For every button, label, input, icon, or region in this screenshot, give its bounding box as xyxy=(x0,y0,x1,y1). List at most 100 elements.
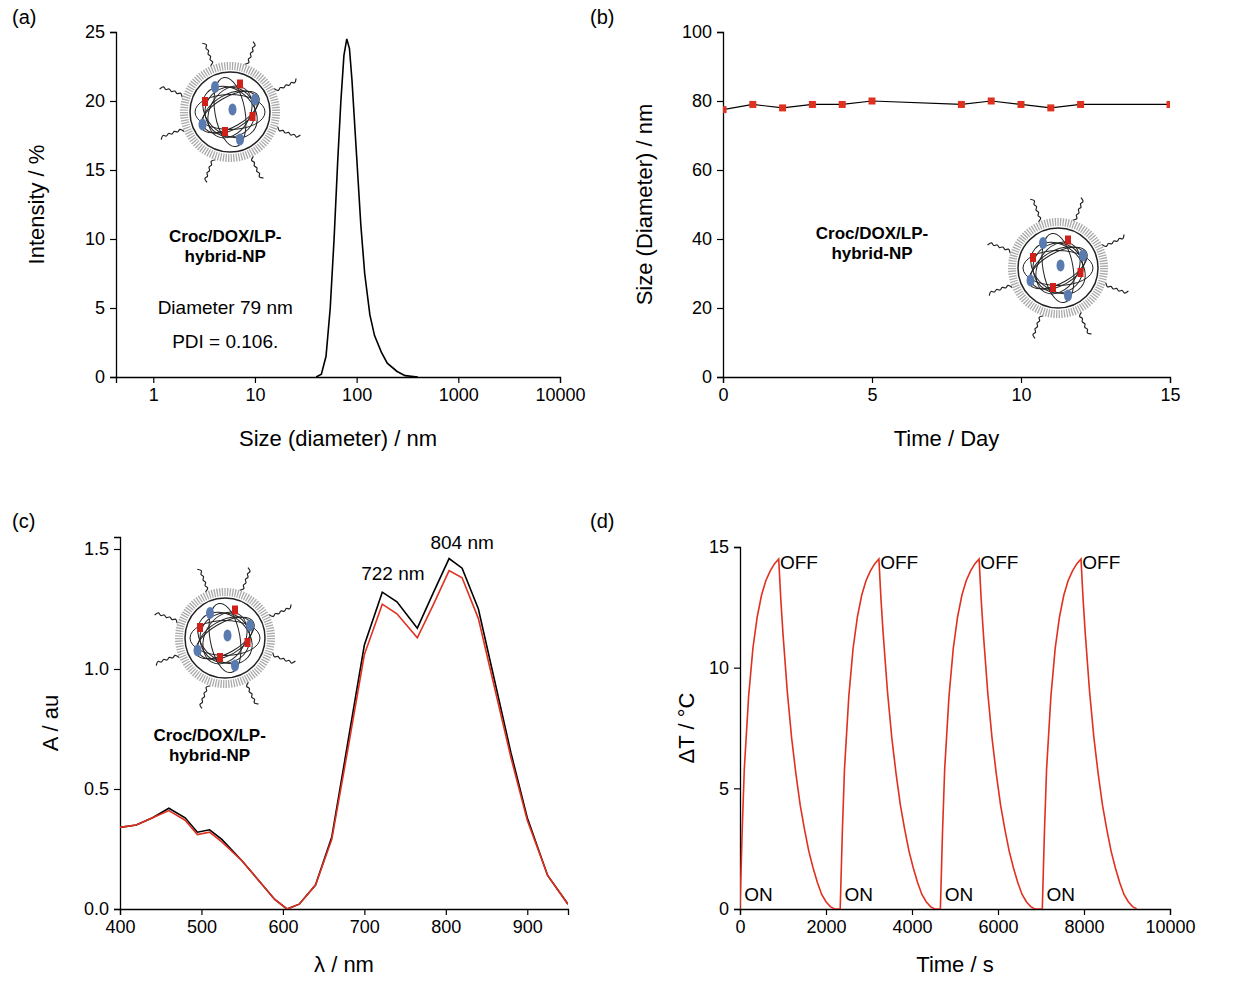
figure: 1101001000100000510152025Croc/DOX/LP-hyb… xyxy=(0,0,1233,985)
panel-letter: (c) xyxy=(12,510,35,532)
annotation: OFF xyxy=(780,552,818,573)
data-point xyxy=(869,98,876,105)
icon-tail xyxy=(1073,198,1083,221)
x-tick: 700 xyxy=(350,909,380,937)
y-tick-mark xyxy=(734,788,740,789)
x-tick-mark xyxy=(446,909,447,915)
annotation: ON xyxy=(844,884,873,905)
annotation: ON xyxy=(1047,884,1076,905)
icon-tail xyxy=(160,87,183,97)
x-tick-label: 10 xyxy=(1011,385,1031,405)
x-tick-mark xyxy=(1170,909,1171,915)
y-tick-mark xyxy=(717,308,723,309)
x-tick-label: 700 xyxy=(350,917,380,937)
icon-dye xyxy=(1030,253,1036,262)
x-tick: 0 xyxy=(718,377,728,405)
icon-tail xyxy=(245,42,255,65)
plot-marks xyxy=(740,559,1137,909)
x-tick-mark xyxy=(527,909,528,915)
y-tick-mark xyxy=(717,377,723,378)
data-point xyxy=(1167,101,1171,108)
icon-chain xyxy=(204,601,246,675)
y-axis-title: Size (Diameter) / nm xyxy=(632,104,657,306)
y-tick: 1.5 xyxy=(84,539,120,559)
y-tick-label: 0.5 xyxy=(84,779,109,799)
annotation: OFF xyxy=(880,552,918,573)
y-tick-mark xyxy=(734,909,740,910)
y-tick-label: 25 xyxy=(85,22,105,42)
x-axis-line xyxy=(117,378,561,384)
icon-core xyxy=(185,598,265,678)
y-tick: 0.0 xyxy=(84,899,120,919)
icon-tail xyxy=(161,129,184,139)
icon-drug xyxy=(194,645,202,657)
y-tick: 10 xyxy=(709,658,740,678)
data-point xyxy=(1077,101,1084,108)
icon-tail xyxy=(247,682,259,704)
y-tick-mark xyxy=(734,547,740,548)
annotation: Croc/DOX/LP-hybrid-NP xyxy=(816,224,928,263)
nanoparticle-icon xyxy=(160,42,301,183)
y-tick-mark xyxy=(110,101,116,102)
panel: 0200040006000800010000051015ONONONONOFFO… xyxy=(590,510,1196,977)
x-tick: 2000 xyxy=(806,909,846,937)
icon-drug xyxy=(246,620,254,632)
icon-chain xyxy=(1022,239,1093,297)
x-tick-mark xyxy=(826,909,827,915)
annotation: Croc/DOX/LP-hybrid-NP xyxy=(153,726,265,765)
icon-tail xyxy=(989,285,1012,295)
x-tick: 10000 xyxy=(1145,909,1195,937)
x-axis-title: Size (diameter) / nm xyxy=(239,426,437,451)
y-tick-mark xyxy=(717,170,723,171)
x-tick: 900 xyxy=(513,909,543,937)
y-tick: 100 xyxy=(682,22,723,42)
icon-chain xyxy=(1026,236,1090,300)
y-tick-label: 80 xyxy=(692,91,712,111)
y-tick-label: 15 xyxy=(85,160,105,180)
x-tick: 800 xyxy=(431,909,461,937)
panel: 051015020406080100Croc/DOX/LP-hybrid-NPT… xyxy=(590,6,1181,451)
x-tick-label: 10000 xyxy=(535,385,585,405)
icon-chain xyxy=(199,78,261,146)
plot-marks xyxy=(316,39,418,377)
y-tick: 40 xyxy=(692,229,723,249)
y-tick-mark xyxy=(114,909,120,910)
y-tick-mark xyxy=(110,32,116,33)
icon-dye xyxy=(1065,236,1071,245)
y-axis-title: A / au xyxy=(38,695,63,751)
icon-chain xyxy=(198,80,262,144)
x-tick-mark xyxy=(364,909,365,915)
annotation: Croc/DOX/LP-hybrid-NP xyxy=(169,227,281,266)
x-tick: 500 xyxy=(187,909,217,937)
x-tick: 100 xyxy=(342,377,372,405)
icon-tail xyxy=(278,127,301,137)
x-tick: 10 xyxy=(245,377,265,405)
y-tick-mark xyxy=(110,308,116,309)
y-tick-label: 15 xyxy=(709,537,729,557)
icon-chain xyxy=(194,83,265,141)
panel-letter: (b) xyxy=(590,6,614,28)
x-tick-mark xyxy=(872,377,873,383)
x-tick: 10000 xyxy=(535,377,585,405)
y-tick: 1.0 xyxy=(84,659,120,679)
icon-chain xyxy=(1023,238,1092,298)
x-tick-label: 1000 xyxy=(439,385,479,405)
icon-dye xyxy=(1078,268,1084,277)
x-tick-mark xyxy=(1084,909,1085,915)
x-tick: 0 xyxy=(735,909,745,937)
icon-tail xyxy=(1030,199,1040,222)
icon-chain xyxy=(1021,231,1096,304)
icon-drug xyxy=(1057,260,1065,272)
icon-core xyxy=(1018,228,1098,308)
icon-drug xyxy=(229,104,237,116)
x-axis-title: Time / s xyxy=(916,952,993,977)
y-tick-label: 1.0 xyxy=(84,659,109,679)
x-tick-label: 10000 xyxy=(1145,917,1195,937)
x-tick-label: 900 xyxy=(513,917,543,937)
icon-dye xyxy=(217,653,223,662)
x-tick: 1000 xyxy=(439,377,479,405)
y-tick: 5 xyxy=(719,779,740,799)
x-tick-mark xyxy=(201,909,202,915)
panel: 1101001000100000510152025Croc/DOX/LP-hyb… xyxy=(12,6,586,451)
y-tick-label: 10 xyxy=(85,229,105,249)
